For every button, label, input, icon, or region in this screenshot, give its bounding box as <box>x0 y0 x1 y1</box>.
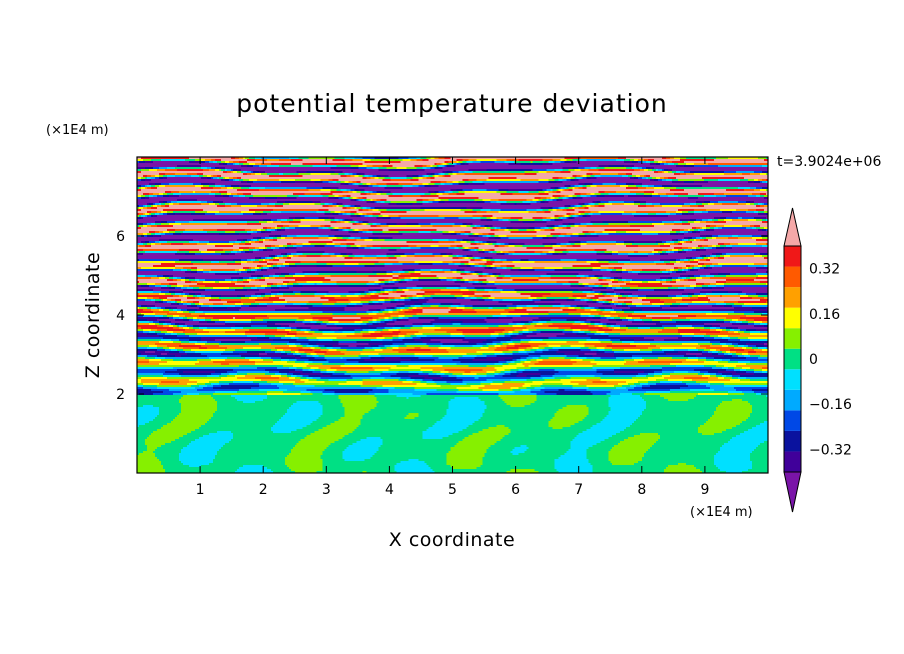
time-label: t=3.9024e+06 <box>777 154 881 170</box>
colorbar-band <box>784 246 801 267</box>
field-image <box>137 157 768 473</box>
temperature-field <box>137 157 768 473</box>
colorbar-label: 0.16 <box>809 307 840 323</box>
x-tick-label: 4 <box>385 482 394 498</box>
x-tick-label: 9 <box>700 482 709 498</box>
x-tick-label: 1 <box>196 482 205 498</box>
colorbar-band <box>784 410 801 431</box>
colorbar-band <box>784 430 801 452</box>
colorbar: 0.32 0.16 0 −0.16 −0.32 <box>783 207 852 513</box>
x-tick-label: 8 <box>637 482 646 498</box>
x-tick-label: 7 <box>574 482 583 498</box>
x-axis-ticks: 1 2 3 4 5 6 7 8 9 <box>196 157 709 498</box>
colorbar-label: 0 <box>809 352 818 368</box>
colorbar-band <box>784 307 801 329</box>
y-axis-ticks: 2 4 6 <box>116 229 768 403</box>
x-tick-label: 5 <box>448 482 457 498</box>
x-tick-label: 2 <box>259 482 268 498</box>
colorbar-upper-triangle <box>783 207 802 247</box>
y-tick-label: 6 <box>116 229 125 245</box>
colorbar-band <box>784 266 801 288</box>
colorbar-lower-triangle <box>783 471 802 513</box>
y-tick-label: 4 <box>116 308 125 324</box>
colorbar-frame <box>783 245 802 473</box>
y-axis-label: Z coordinate <box>82 252 104 378</box>
colorbar-label: −0.16 <box>809 397 852 413</box>
x-axis-label: X coordinate <box>389 529 515 551</box>
colorbar-band <box>784 348 801 370</box>
x-axis-unit: (×1E4 m) <box>690 505 753 520</box>
x-tick-label: 3 <box>322 482 331 498</box>
y-tick-label: 2 <box>116 387 125 403</box>
chart-title: potential temperature deviation <box>236 89 667 118</box>
colorbar-band <box>784 287 801 308</box>
colorbar-label: −0.32 <box>809 442 852 458</box>
colorbar-band <box>784 451 801 472</box>
colorbar-band <box>784 328 801 349</box>
y-axis-unit: (×1E4 m) <box>46 123 109 138</box>
x-tick-label: 6 <box>511 482 520 498</box>
colorbar-band <box>784 389 801 411</box>
colorbar-band <box>784 369 801 390</box>
colorbar-label: 0.32 <box>809 262 840 278</box>
